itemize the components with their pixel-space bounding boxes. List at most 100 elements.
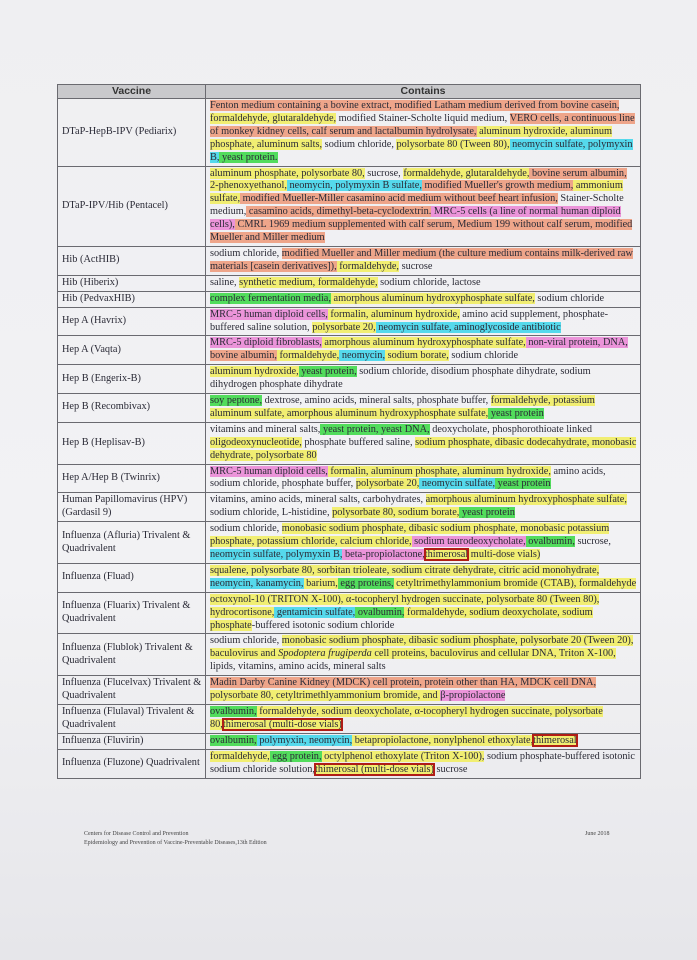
ingredient-segment: yeast protein: [495, 478, 551, 490]
ingredient-segment: yeast protein: [459, 507, 515, 519]
header-vaccine: Vaccine: [57, 84, 206, 99]
ingredient-segment: sodium chloride,: [210, 247, 282, 259]
ingredient-segment: formaldehyde,: [210, 750, 270, 762]
table-row: Hep A (Havrix) MRC-5 human diploid cells,…: [57, 306, 641, 337]
ingredient-segment: synthetic medium, formaldehyde,: [239, 276, 378, 288]
vaccine-name-cell: Influenza (Flucelvax) Trivalent & Quadri…: [57, 675, 206, 705]
table-row: Influenza (Fluzone) Quadrivalent formalde…: [57, 748, 641, 779]
vaccine-name-cell: Hep B (Heplisav-B): [57, 421, 206, 465]
ingredient-segment: formaldehyde,: [336, 260, 399, 272]
ingredient-segment: yeast protein,: [298, 366, 357, 378]
ingredient-segment: neomycin,: [339, 350, 386, 362]
contains-cell: sodium chloride, monobasic sodium phosph…: [205, 633, 641, 677]
ingredient-segment: -buffered isotonic sodium chloride: [251, 619, 395, 631]
table-row: Influenza (Flublok) Trivalent & Quadriva…: [57, 633, 641, 677]
ingredient-segment: deoxycholate, phosphorothioate linked: [429, 423, 593, 435]
table-body: DTaP-HepB-IPV (Pediarix) Fenton medium co…: [57, 98, 641, 779]
contains-cell: aluminum hydroxide, yeast protein, sodiu…: [205, 364, 641, 395]
ingredient-segment: MRC-5 diploid fibroblasts,: [210, 337, 322, 349]
ingredient-segment: squalene, polysorbate 80, sorbitan triol…: [210, 564, 600, 576]
table-row: Hep B (Engerix-B) aluminum hydroxide, yea…: [57, 364, 641, 395]
contains-cell: squalene, polysorbate 80, sorbitan triol…: [205, 562, 641, 593]
ingredient-segment: betapropiolactone, nonylphenol ethoxylat…: [352, 734, 534, 746]
ingredient-segment: lipids, vitamins, amino acids, mineral s…: [210, 661, 386, 673]
ingredient-segment: ovalbumin,: [525, 536, 575, 548]
ingredient-segment: sodium chloride, lactose: [377, 276, 481, 288]
table-row: Influenza (Flucelvax) Trivalent & Quadri…: [57, 675, 641, 705]
ingredient-segment: polymyxin, neomycin,: [256, 734, 353, 746]
vaccine-name-cell: Influenza (Flublok) Trivalent & Quadriva…: [57, 633, 206, 677]
ingredient-segment: sodium chloride, L-histidine,: [210, 507, 333, 519]
contains-cell: MRC-5 human diploid cells, formalin, alu…: [205, 306, 641, 337]
footer-source: Centers for Disease Control and Preventi…: [84, 830, 267, 848]
ingredient-segment: sucrose,: [364, 167, 404, 179]
ingredient-segment: oligodeoxynucleotide,: [210, 436, 302, 448]
contains-cell: aluminum phosphate, polysorbate 80, sucr…: [205, 165, 641, 247]
ingredient-segment: amorphous aluminum hydroxyphosphate sulf…: [321, 337, 526, 349]
table-row: Influenza (Afluria) Trivalent & Quadriva…: [57, 521, 641, 564]
ingredient-segment: vitamins, amino acids, mineral salts, ca…: [210, 494, 426, 506]
ingredient-segment: Madin Darby Canine Kidney (MDCK) cell pr…: [210, 677, 597, 689]
ingredient-segment: neomycin sulfate,: [419, 478, 496, 490]
contains-cell: sodium chloride, monobasic sodium phosph…: [205, 521, 641, 564]
contains-cell: complex fermentation media, amorphous al…: [205, 290, 641, 308]
ingredient-segment: neomycin, kanamycin,: [210, 577, 304, 589]
contains-cell: MRC-5 human diploid cells, formalin, alu…: [205, 463, 641, 494]
footer-date: June 2018: [585, 831, 610, 837]
contains-cell: sodium chloride, modified Mueller and Mi…: [205, 245, 641, 276]
ingredient-segment: polysorbate 20,: [355, 478, 420, 490]
ingredient-segment: polysorbate 80 (Tween 80),: [396, 138, 510, 150]
contains-cell: formaldehyde, egg protein, octylphenol e…: [205, 748, 641, 779]
ingredient-segment: sucrose,: [574, 536, 611, 548]
boxed-ingredient: thimerosal: [423, 548, 470, 561]
table-row: Influenza (Flulaval) Trivalent & Quadriv…: [57, 703, 641, 734]
table-row: Hib (ActHIB) sodium chloride, modified Mu…: [57, 245, 641, 276]
ingredient-segment: soy peptone,: [210, 395, 263, 407]
ingredient-segment: phosphate buffered saline,: [301, 436, 416, 448]
vaccine-name-cell: Hep A/Hep B (Twinrix): [57, 463, 206, 494]
vaccine-name-cell: Hib (PedvaxHIB): [57, 290, 206, 308]
contains-cell: saline, synthetic medium, formaldehyde, …: [205, 274, 641, 292]
footer-source-line-2: Epidemiology and Prevention of Vaccine-P…: [84, 840, 267, 846]
ingredient-segment: sodium chloride, disodium phosphate dihy…: [210, 366, 591, 391]
ingredient-segment: beta-propiolactone,: [342, 549, 425, 560]
ingredient-segment: 2-phenoxyethanol,: [210, 180, 287, 192]
table-row: Influenza (Fluarix) Trivalent & Quadriva…: [57, 591, 641, 635]
vaccine-name-cell: DTaP-IPV/Hib (Pentacel): [57, 165, 206, 247]
ingredient-segment: sodium chloride: [448, 350, 519, 362]
table-row: DTaP-HepB-IPV (Pediarix) Fenton medium co…: [57, 98, 641, 167]
table-row: Influenza (Fluvirin) ovalbumin, polymyxin…: [57, 732, 641, 750]
contains-cell: vitamins and mineral salts, yeast protei…: [205, 421, 641, 465]
ingredient-segment: amorphous aluminum hydroxyphosphate sulf…: [425, 494, 627, 506]
ingredient-segment: Fenton medium containing a bovine extrac…: [210, 100, 620, 111]
contains-cell: octoxynol-10 (TRITON X-100), α-tocophery…: [205, 591, 641, 635]
vaccine-name-cell: Influenza (Fluzone) Quadrivalent: [57, 748, 206, 779]
ingredient-segment: ovalbumin,: [355, 606, 405, 618]
ingredient-segment: ovalbumin,: [210, 705, 257, 717]
ingredient-segment: ovalbumin,: [210, 734, 257, 746]
ingredient-segment: neomycin, polymyxin B sulfate,: [286, 180, 422, 192]
ingredient-segment: yeast protein, yeast DNA,: [320, 423, 430, 435]
ingredient-segment: multi-dose vials): [468, 549, 541, 560]
ingredient-segment: sucrose: [433, 763, 468, 775]
table-row: Hep B (Heplisav-B) vitamins and mineral s…: [57, 421, 641, 465]
table-row: Hib (PedvaxHIB) complex fermentation medi…: [57, 290, 641, 308]
footer-source-line-1: Centers for Disease Control and Preventi…: [84, 831, 189, 837]
vaccine-name-cell: Hep A (Vaqta): [57, 335, 206, 366]
ingredient-segment: casamino acids, dimethyl-beta-cyclodextr…: [246, 206, 432, 218]
ingredient-segment: cell proteins, baculovirus and cellular …: [371, 648, 616, 660]
table-row: DTaP-IPV/Hib (Pentacel) aluminum phosphat…: [57, 165, 641, 247]
ingredient-segment: sodium borate,: [385, 350, 449, 362]
table-row: Hep B (Recombivax) soy peptone, dextrose,…: [57, 393, 641, 423]
vaccine-name-cell: Hib (Hiberix): [57, 274, 206, 292]
ingredient-segment: amino acids, sodium chloride, phosphate …: [210, 465, 606, 490]
vaccine-name-cell: Influenza (Fluad): [57, 562, 206, 593]
ingredient-segment: non-viral protein, DNA,: [525, 337, 628, 349]
vaccine-name-cell: Hib (ActHIB): [57, 245, 206, 276]
vaccine-ingredients-table: Vaccine Contains DTaP-HepB-IPV (Pediarix…: [57, 84, 641, 779]
ingredient-segment: sodium phosphate-buffered isotonic sodiu…: [210, 750, 635, 775]
ingredient-segment: Stainer-Scholte medium,: [210, 193, 624, 218]
ingredient-segment: aluminum phosphate, polysorbate 80,: [210, 167, 365, 179]
boxed-ingredient: thimerosal: [532, 733, 578, 747]
ingredient-segment: amorphous aluminum hydroxyphosphate sulf…: [330, 292, 535, 304]
